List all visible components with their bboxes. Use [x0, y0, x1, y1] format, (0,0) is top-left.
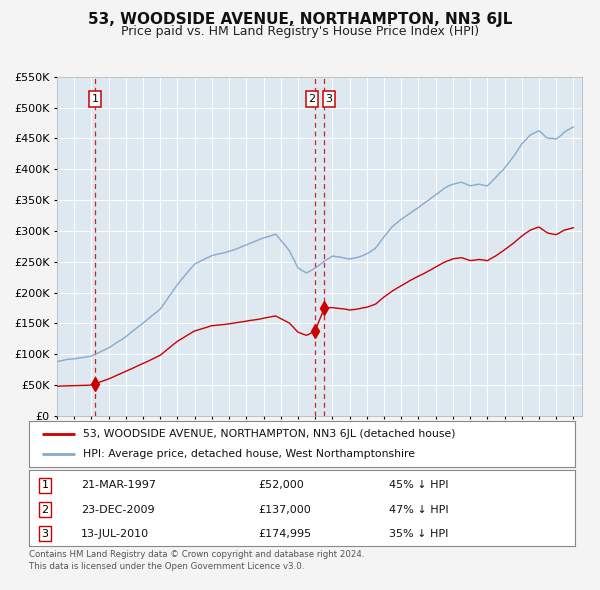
Text: 53, WOODSIDE AVENUE, NORTHAMPTON, NN3 6JL (detached house): 53, WOODSIDE AVENUE, NORTHAMPTON, NN3 6J…: [83, 429, 456, 439]
Text: 1: 1: [92, 94, 99, 104]
Text: 47% ↓ HPI: 47% ↓ HPI: [389, 504, 449, 514]
Text: 45% ↓ HPI: 45% ↓ HPI: [389, 480, 449, 490]
Text: £174,995: £174,995: [258, 529, 311, 539]
Text: £52,000: £52,000: [258, 480, 304, 490]
Text: This data is licensed under the Open Government Licence v3.0.: This data is licensed under the Open Gov…: [29, 562, 304, 571]
Text: 35% ↓ HPI: 35% ↓ HPI: [389, 529, 449, 539]
Text: 53, WOODSIDE AVENUE, NORTHAMPTON, NN3 6JL: 53, WOODSIDE AVENUE, NORTHAMPTON, NN3 6J…: [88, 12, 512, 27]
Text: 23-DEC-2009: 23-DEC-2009: [80, 504, 154, 514]
Text: HPI: Average price, detached house, West Northamptonshire: HPI: Average price, detached house, West…: [83, 450, 415, 460]
Text: 3: 3: [41, 529, 49, 539]
Text: £137,000: £137,000: [258, 504, 311, 514]
Text: Price paid vs. HM Land Registry's House Price Index (HPI): Price paid vs. HM Land Registry's House …: [121, 25, 479, 38]
Text: 21-MAR-1997: 21-MAR-1997: [80, 480, 155, 490]
Text: 13-JUL-2010: 13-JUL-2010: [80, 529, 149, 539]
Text: 2: 2: [41, 504, 49, 514]
Text: Contains HM Land Registry data © Crown copyright and database right 2024.: Contains HM Land Registry data © Crown c…: [29, 550, 364, 559]
Text: 1: 1: [41, 480, 49, 490]
Text: 2: 2: [308, 94, 316, 104]
Text: 3: 3: [325, 94, 332, 104]
